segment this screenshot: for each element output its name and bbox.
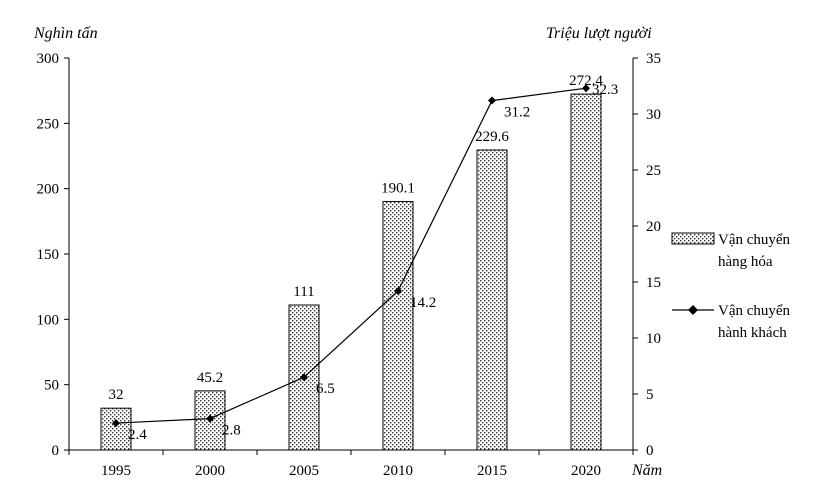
y-left-tick-label-150: 150 bbox=[37, 247, 60, 263]
y-left-tick-label-50: 50 bbox=[44, 378, 59, 394]
line-label-2010: 14.2 bbox=[410, 295, 436, 311]
y-left-tick-label-300: 300 bbox=[37, 51, 60, 67]
line-marker-2015 bbox=[488, 96, 496, 105]
passenger-line bbox=[115, 87, 587, 424]
line-marker-2000 bbox=[206, 414, 214, 423]
line-marker-2020 bbox=[582, 84, 590, 93]
y-right-tick-label-25: 25 bbox=[646, 163, 661, 179]
line-marker-2010 bbox=[394, 286, 402, 295]
y-left-tick-label-0: 0 bbox=[52, 443, 60, 459]
axes: 0 50 100 150 200 250 300 0 5 10 15 20 25 30 35 1995 2000… bbox=[37, 51, 662, 479]
line-marker-1995 bbox=[112, 419, 120, 428]
legend-bar-line1: Vận chuyển bbox=[718, 232, 791, 248]
legend-bar-line2: hàng hóa bbox=[718, 254, 773, 270]
bar-label-2005: 111 bbox=[293, 284, 314, 300]
legend-swatch-bar bbox=[671, 232, 715, 245]
line-marker-2005 bbox=[300, 373, 308, 382]
bar-2010 bbox=[382, 201, 414, 451]
y-right-tick-label-20: 20 bbox=[646, 219, 661, 235]
x-tick-label-2000: 2000 bbox=[195, 463, 225, 479]
legend-line-line1: Vận chuyển bbox=[718, 303, 791, 319]
bar-label-2020: 272.4 bbox=[569, 73, 603, 89]
x-tick-label-2015: 2015 bbox=[477, 463, 507, 479]
y-right-tick-label-5: 5 bbox=[646, 387, 654, 403]
y-left-tick-label-100: 100 bbox=[37, 312, 60, 328]
x-tick-label-2005: 2005 bbox=[289, 463, 319, 479]
y-left-tick-label-250: 250 bbox=[37, 116, 60, 132]
y-right-axis-title: Triệu lượt người bbox=[546, 25, 652, 42]
bar-label-2015: 229.6 bbox=[475, 129, 509, 145]
x-tick-label-1995: 1995 bbox=[101, 463, 131, 479]
legend-line-line2: hành khách bbox=[718, 325, 787, 341]
line-label-2005: 6.5 bbox=[316, 381, 335, 397]
y-right-tick-label-30: 30 bbox=[646, 107, 661, 123]
bar-label-2000: 45.2 bbox=[197, 370, 223, 386]
legend-swatch-marker bbox=[688, 305, 698, 315]
bar-1995 bbox=[100, 407, 132, 451]
y-right-tick-label-0: 0 bbox=[646, 443, 654, 459]
line-label-2020: 32.3 bbox=[592, 82, 618, 98]
legend: Vận chuyển hàng hóa Vận chuyển hành khác… bbox=[671, 232, 791, 341]
y-left-axis-title: Nghìn tấn bbox=[33, 25, 98, 42]
data-labels: 32 45.2 111 190.1 229.6 272.4 2.4 2.8 6.5 14.2 31.… bbox=[109, 73, 619, 443]
bar-label-1995: 32 bbox=[109, 387, 124, 403]
y-right-tick-label-10: 10 bbox=[646, 331, 661, 347]
bar-label-2010: 190.1 bbox=[381, 181, 415, 197]
bar-series bbox=[100, 93, 602, 451]
x-tick-label-2010: 2010 bbox=[383, 463, 413, 479]
line-label-2000: 2.8 bbox=[222, 423, 241, 439]
x-tick-label-2020: 2020 bbox=[571, 463, 601, 479]
y-left-tick-label-200: 200 bbox=[37, 182, 60, 198]
line-label-2015: 31.2 bbox=[504, 105, 530, 121]
bar-2020 bbox=[570, 93, 602, 451]
line-series bbox=[112, 84, 590, 428]
y-right-tick-label-35: 35 bbox=[646, 51, 661, 67]
x-axis-title: Năm bbox=[631, 462, 662, 479]
line-label-1995: 2.4 bbox=[128, 427, 147, 443]
bar-2015 bbox=[476, 149, 508, 451]
y-right-tick-label-15: 15 bbox=[646, 275, 661, 291]
